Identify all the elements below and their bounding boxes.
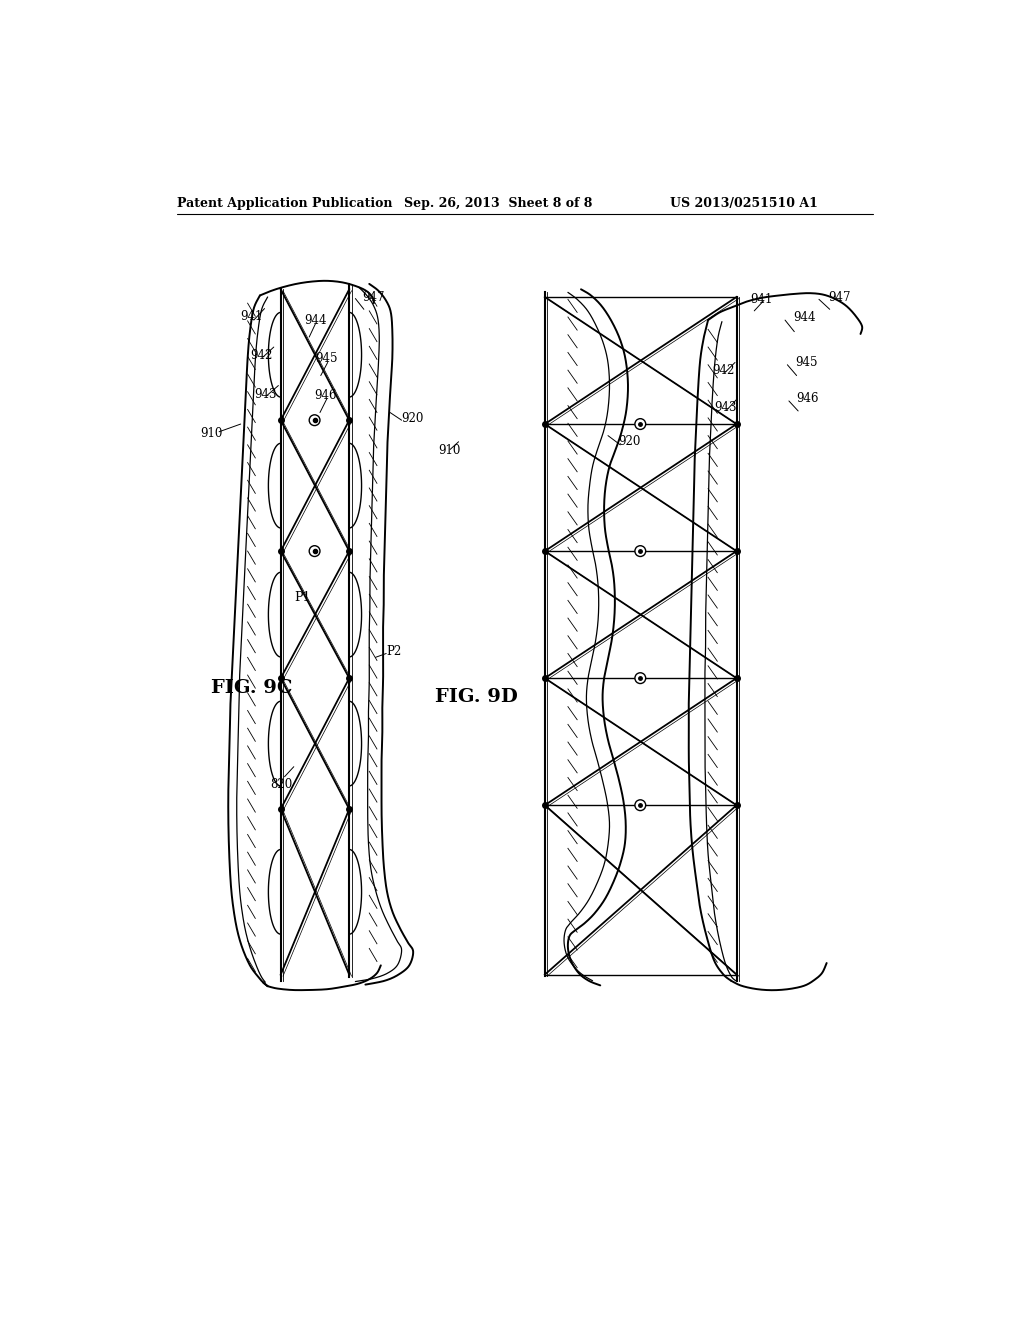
Circle shape (635, 673, 646, 684)
Text: 945: 945 (315, 352, 338, 366)
Text: 910: 910 (438, 445, 461, 458)
Text: 946: 946 (313, 389, 336, 403)
Circle shape (635, 800, 646, 810)
Text: FIG. 9C: FIG. 9C (211, 680, 293, 697)
Text: 947: 947 (362, 290, 385, 304)
Circle shape (635, 545, 646, 557)
Text: 944: 944 (304, 314, 327, 326)
Text: 943: 943 (254, 388, 276, 400)
Circle shape (309, 545, 319, 557)
Text: 946: 946 (797, 392, 819, 405)
Text: 943: 943 (714, 401, 736, 414)
Text: 947: 947 (828, 292, 851, 305)
Text: 910: 910 (200, 426, 222, 440)
Text: 944: 944 (793, 312, 815, 325)
Text: 945: 945 (795, 356, 817, 370)
Text: US 2013/0251510 A1: US 2013/0251510 A1 (670, 197, 817, 210)
Text: 941: 941 (751, 293, 773, 306)
Text: Patent Application Publication: Patent Application Publication (177, 197, 392, 210)
Text: Sep. 26, 2013  Sheet 8 of 8: Sep. 26, 2013 Sheet 8 of 8 (403, 197, 592, 210)
Text: 942: 942 (713, 364, 735, 378)
Text: 920: 920 (618, 436, 641, 449)
Text: 920: 920 (401, 412, 424, 425)
Text: 820: 820 (270, 777, 293, 791)
Text: FIG. 9D: FIG. 9D (435, 689, 517, 706)
Circle shape (635, 418, 646, 429)
Text: P1: P1 (295, 591, 311, 603)
Text: 942: 942 (250, 348, 272, 362)
Text: P2: P2 (386, 645, 401, 659)
Text: 941: 941 (241, 310, 263, 323)
Circle shape (309, 414, 319, 425)
